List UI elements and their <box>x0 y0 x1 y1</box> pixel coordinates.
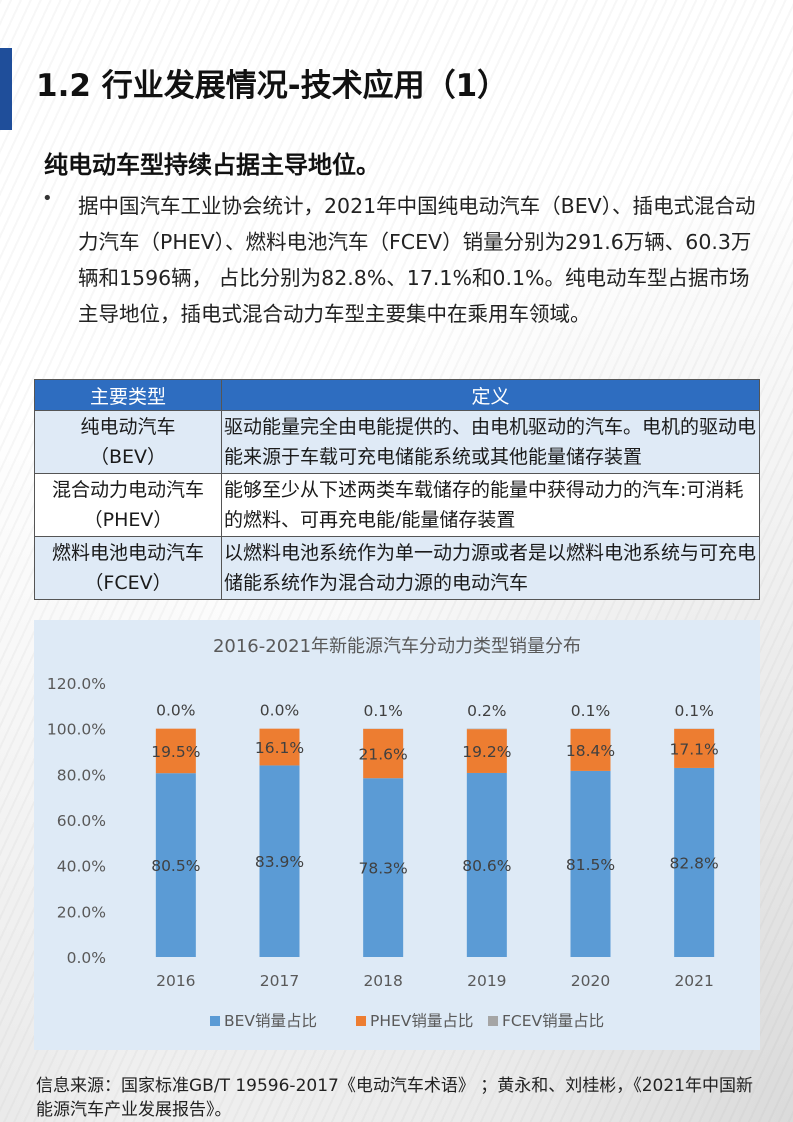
bar-phev <box>674 728 715 768</box>
bar-bev <box>466 772 507 957</box>
y-tick-label: 120.0% <box>47 675 106 693</box>
data-label-bev: 78.3% <box>359 860 408 878</box>
legend-label: FCEV销量占比 <box>502 1012 604 1030</box>
bar-bev <box>570 770 611 957</box>
data-label-phev: 19.2% <box>462 743 511 761</box>
bar-phev <box>363 728 404 779</box>
x-tick-label: 2020 <box>571 972 610 990</box>
y-tick-label: 60.0% <box>57 812 106 830</box>
bullet-dot: • <box>42 188 53 209</box>
chart-title: 2016-2021年新能源汽车分动力类型销量分布 <box>213 636 581 657</box>
data-label-phev: 18.4% <box>566 742 615 760</box>
legend-label: PHEV销量占比 <box>370 1012 473 1030</box>
table-header-row: 主要类型 定义 <box>34 379 760 411</box>
data-label-fcev: 0.1% <box>363 702 402 720</box>
data-label-fcev: 0.0% <box>260 702 299 720</box>
x-tick-label: 2017 <box>260 972 299 990</box>
bar-phev <box>466 729 507 773</box>
x-tick-label: 2018 <box>363 972 402 990</box>
data-label-bev: 80.6% <box>462 857 511 875</box>
type-abbr: （BEV） <box>89 446 167 468</box>
legend-swatch <box>488 1016 498 1026</box>
table-row: 纯电动汽车 （BEV） 驱动能量完全由电能提供的、由电机驱动的汽车。电机的驱动电… <box>34 410 760 474</box>
table-row: 混合动力电动汽车 （PHEV） 能够至少从下述两类车载储存的能量中获得动力的汽车… <box>34 473 760 537</box>
data-label-fcev: 0.1% <box>571 702 610 720</box>
bullet-text: 据中国汽车工业协会统计，2021年中国纯电动汽车（BEV）、插电式混合动力汽车（… <box>78 194 756 326</box>
bar-phev <box>155 728 196 774</box>
data-label-bev: 82.8% <box>670 854 719 872</box>
y-tick-label: 20.0% <box>57 903 106 921</box>
table-header-type: 主要类型 <box>34 379 222 411</box>
y-tick-label: 0.0% <box>67 949 106 967</box>
legend-swatch <box>210 1016 220 1026</box>
bar-phev <box>259 728 300 766</box>
data-label-phev: 21.6% <box>359 746 408 764</box>
type-abbr: （FCEV） <box>84 572 172 594</box>
bar-bev <box>363 778 404 957</box>
bar-bev <box>259 765 300 957</box>
data-label-fcev: 0.2% <box>467 702 506 720</box>
data-label-bev: 81.5% <box>566 856 615 874</box>
data-label-fcev: 0.1% <box>674 702 713 720</box>
stacked-bar-chart: 2016-2021年新能源汽车分动力类型销量分布 0.0% 20.0% 40.0% 60… <box>47 636 719 1030</box>
data-label-bev: 80.5% <box>151 857 200 875</box>
chart-panel: 2016-2021年新能源汽车分动力类型销量分布 0.0% 20.0% 40.0% 60… <box>34 620 760 1050</box>
data-label-phev: 17.1% <box>670 740 719 758</box>
type-cell: 混合动力电动汽车 （PHEV） <box>34 473 222 537</box>
x-tick-label: 2019 <box>467 972 506 990</box>
type-name: 纯电动汽车 <box>80 416 176 438</box>
bar-bev <box>155 773 196 957</box>
type-name: 燃料电池电动汽车 <box>51 542 204 564</box>
table-header-definition: 定义 <box>221 379 760 411</box>
data-label-fcev: 0.0% <box>156 702 195 720</box>
data-label-phev: 16.1% <box>255 739 304 757</box>
type-name: 混合动力电动汽车 <box>51 479 204 501</box>
definition-table: 主要类型 定义 纯电动汽车 （BEV） 驱动能量完全由电能提供的、由电机驱动的汽… <box>34 379 760 600</box>
legend-label: BEV销量占比 <box>224 1012 317 1030</box>
y-tick-label: 80.0% <box>57 766 106 784</box>
title-accent-bar <box>0 48 12 130</box>
type-abbr: （PHEV） <box>83 509 173 531</box>
bar-phev <box>570 728 611 771</box>
x-tick-label: 2021 <box>674 972 713 990</box>
y-tick-label: 40.0% <box>57 858 106 876</box>
x-tick-label: 2016 <box>156 972 195 990</box>
legend-swatch <box>356 1016 366 1026</box>
source-note: 信息来源：国家标准GB/T 19596-2017《电动汽车术语》 ；黄永和、刘桂… <box>36 1076 753 1120</box>
y-tick-label: 100.0% <box>47 721 106 739</box>
type-cell: 纯电动汽车 （BEV） <box>34 410 222 474</box>
definition-cell: 能够至少从下述两类车载储存的能量中获得动力的汽车:可消耗的燃料、可再充电能/能量… <box>221 473 760 537</box>
section-subheading: 纯电动车型持续占据主导地位。 <box>44 151 380 179</box>
data-label-bev: 83.9% <box>255 853 304 871</box>
bar-bev <box>674 767 715 957</box>
data-label-phev: 19.5% <box>151 743 200 761</box>
page-title: 1.2 行业发展情况-技术应用（1） <box>36 68 509 104</box>
definition-cell: 以燃料电池系统作为单一动力源或者是以燃料电池系统与可充电储能系统作为混合动力源的… <box>221 536 760 600</box>
type-cell: 燃料电池电动汽车 （FCEV） <box>34 536 222 600</box>
table-row: 燃料电池电动汽车 （FCEV） 以燃料电池系统作为单一动力源或者是以燃料电池系统… <box>34 536 760 600</box>
definition-cell: 驱动能量完全由电能提供的、由电机驱动的汽车。电机的驱动电能来源于车载可充电储能系… <box>221 410 760 474</box>
